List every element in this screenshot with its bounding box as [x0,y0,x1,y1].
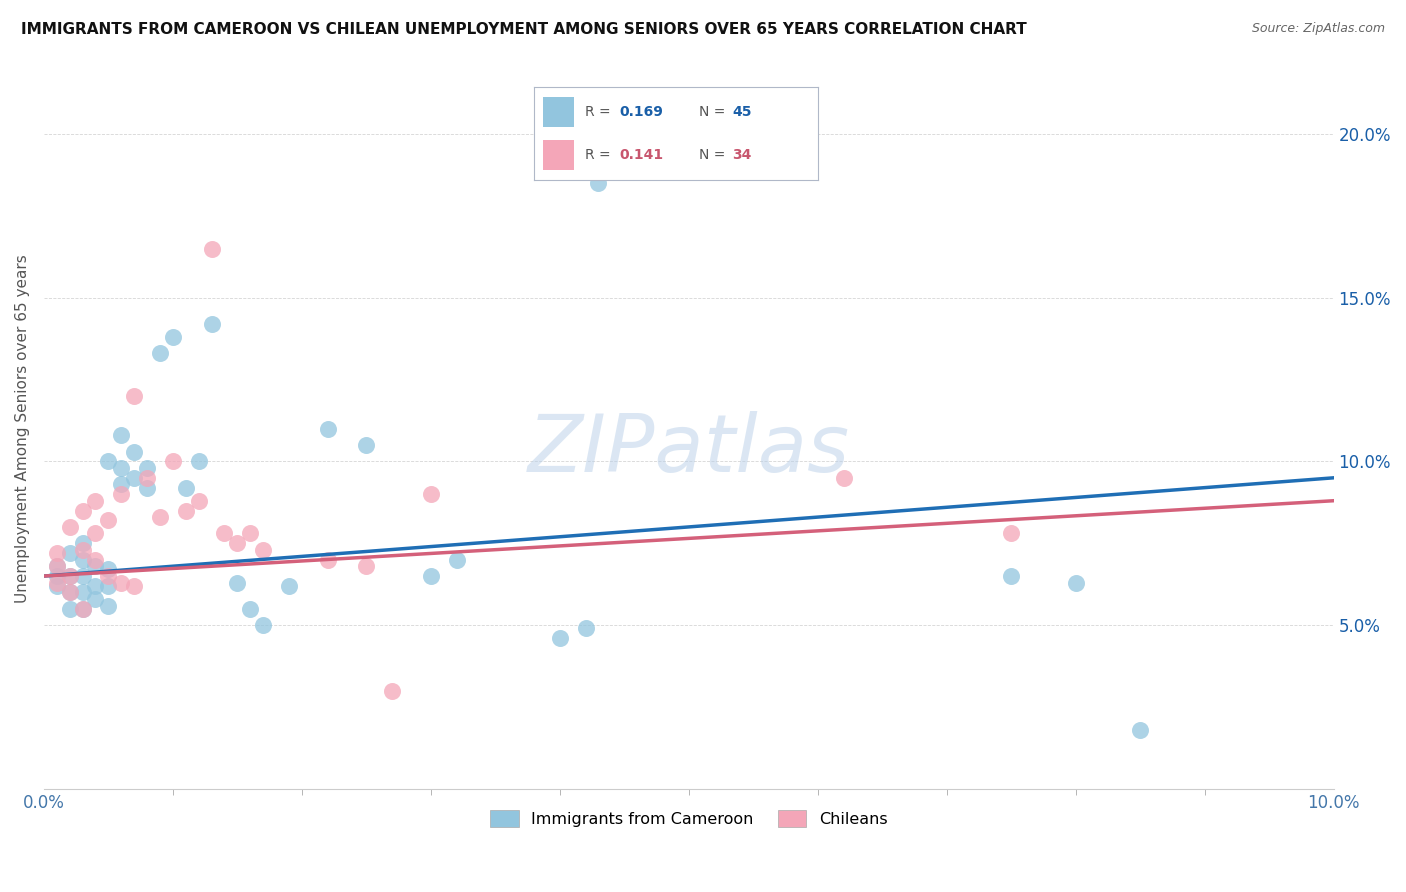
Point [72,585,94,599]
Point [122,389,145,403]
Point [45,579,67,593]
Point [200,317,222,331]
Point [110,487,132,501]
Point [84,559,107,574]
Point [84,493,107,508]
Point [122,471,145,485]
Point [356,438,378,452]
Point [136,481,159,495]
Point [316,552,339,566]
Point [59,601,82,615]
Point [72,552,94,566]
Point [72,601,94,615]
Text: Source: ZipAtlas.com: Source: ZipAtlas.com [1251,22,1385,36]
Point [574,622,596,636]
Point [59,585,82,599]
Point [239,526,262,541]
Point [149,510,172,524]
Y-axis label: Unemployment Among Seniors over 65 years: Unemployment Among Seniors over 65 years [15,254,30,603]
Point [97,513,120,527]
Point [59,546,82,560]
Point [59,585,82,599]
Point [136,471,159,485]
Legend: Immigrants from Cameroon, Chileans: Immigrants from Cameroon, Chileans [482,803,896,835]
Point [84,591,107,606]
Point [97,562,120,576]
Point [187,454,209,468]
Point [45,575,67,590]
Point [97,569,120,583]
Point [72,503,94,517]
Point [136,461,159,475]
Point [1129,723,1152,737]
Point [162,454,184,468]
Point [110,428,132,442]
Point [446,552,468,566]
Point [1000,526,1022,541]
Point [59,569,82,583]
Point [548,632,571,646]
Point [419,487,441,501]
Point [278,579,301,593]
Point [72,601,94,615]
Point [252,618,274,632]
Point [1064,575,1087,590]
Point [1000,569,1022,583]
Point [97,579,120,593]
Point [162,330,184,344]
Point [200,242,222,256]
Point [45,559,67,574]
Point [122,444,145,458]
Point [45,546,67,560]
Point [110,461,132,475]
Point [45,569,67,583]
Point [59,569,82,583]
Point [239,601,262,615]
Point [110,477,132,491]
Point [84,552,107,566]
Point [226,575,249,590]
Point [149,346,172,360]
Point [72,536,94,550]
Point [110,575,132,590]
Point [356,559,378,574]
Point [226,536,249,550]
Text: ZIPatlas: ZIPatlas [527,411,849,490]
Point [97,599,120,613]
Point [72,542,94,557]
Point [187,493,209,508]
Point [97,454,120,468]
Point [72,569,94,583]
Text: IMMIGRANTS FROM CAMEROON VS CHILEAN UNEMPLOYMENT AMONG SENIORS OVER 65 YEARS COR: IMMIGRANTS FROM CAMEROON VS CHILEAN UNEM… [21,22,1026,37]
Point [174,503,197,517]
Point [45,559,67,574]
Point [174,481,197,495]
Point [316,422,339,436]
Point [381,683,404,698]
Point [84,579,107,593]
Point [59,520,82,534]
Point [832,471,855,485]
Point [588,176,610,190]
Point [214,526,236,541]
Point [84,526,107,541]
Point [252,542,274,557]
Point [122,579,145,593]
Point [419,569,441,583]
